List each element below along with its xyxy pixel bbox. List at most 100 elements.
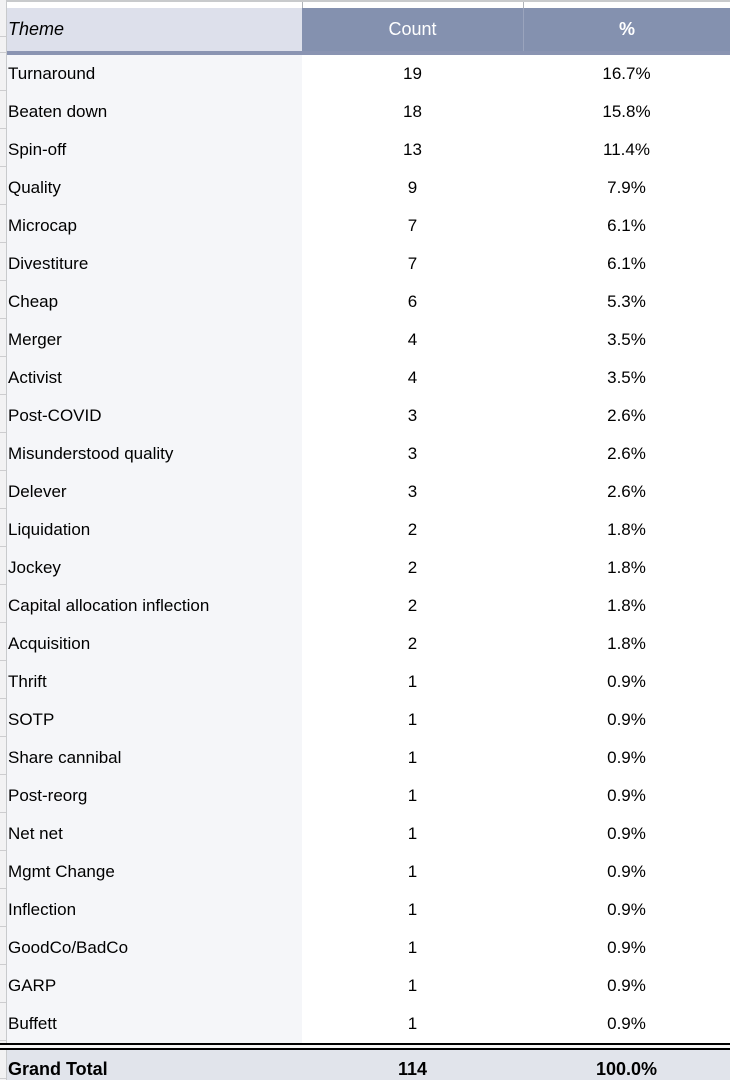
theme-cell[interactable]: Spin-off: [0, 131, 302, 169]
percent-cell[interactable]: 0.9%: [523, 929, 730, 967]
theme-cell[interactable]: Post-reorg: [0, 777, 302, 815]
theme-cell[interactable]: GoodCo/BadCo: [0, 929, 302, 967]
theme-cell[interactable]: Divestiture: [0, 245, 302, 283]
percent-cell[interactable]: 0.9%: [523, 1005, 730, 1043]
count-cell[interactable]: 1: [302, 815, 523, 853]
count-cell[interactable]: 1: [302, 967, 523, 1005]
theme-cell[interactable]: Capital allocation inflection: [0, 587, 302, 625]
theme-cell[interactable]: Mgmt Change: [0, 853, 302, 891]
percent-cell[interactable]: 15.8%: [523, 93, 730, 131]
table-row: Share cannibal 1 0.9%: [0, 739, 730, 777]
table-row: Microcap 7 6.1%: [0, 207, 730, 245]
count-cell[interactable]: 3: [302, 473, 523, 511]
grand-total-count-cell[interactable]: 114: [397, 1058, 428, 1079]
count-cell[interactable]: 7: [302, 245, 523, 283]
percent-cell[interactable]: 0.9%: [523, 891, 730, 929]
count-cell[interactable]: 3: [302, 435, 523, 473]
count-cell[interactable]: 2: [302, 549, 523, 587]
theme-cell[interactable]: Turnaround: [0, 55, 302, 93]
count-cell[interactable]: 1: [302, 891, 523, 929]
theme-cell[interactable]: Cheap: [0, 283, 302, 321]
percent-cell[interactable]: 3.5%: [523, 321, 730, 359]
theme-cell[interactable]: Misunderstood quality: [0, 435, 302, 473]
percent-cell[interactable]: 2.6%: [523, 473, 730, 511]
percent-cell[interactable]: 0.9%: [523, 701, 730, 739]
count-cell[interactable]: 9: [302, 169, 523, 207]
count-cell[interactable]: 1: [302, 929, 523, 967]
percent-cell[interactable]: 0.9%: [523, 815, 730, 853]
count-cell[interactable]: 2: [302, 587, 523, 625]
theme-cell[interactable]: Acquisition: [0, 625, 302, 663]
count-cell[interactable]: 1: [302, 777, 523, 815]
table-row: Mgmt Change 1 0.9%: [0, 853, 730, 891]
theme-cell[interactable]: SOTP: [0, 701, 302, 739]
table-row: Merger 4 3.5%: [0, 321, 730, 359]
count-cell[interactable]: 2: [302, 625, 523, 663]
table-row: Jockey 2 1.8%: [0, 549, 730, 587]
table-row: Capital allocation inflection 2 1.8%: [0, 587, 730, 625]
partial-row-above-header: [0, 0, 730, 8]
count-cell[interactable]: 1: [302, 1005, 523, 1043]
percent-cell[interactable]: 5.3%: [523, 283, 730, 321]
grand-total-row: Grand Total 114 100.0%: [0, 1050, 730, 1080]
grand-total-separator: [0, 1043, 730, 1050]
theme-cell[interactable]: Microcap: [0, 207, 302, 245]
count-cell[interactable]: 1: [302, 701, 523, 739]
percent-cell[interactable]: 0.9%: [523, 967, 730, 1005]
theme-cell[interactable]: Quality: [0, 169, 302, 207]
grand-total-percent-cell[interactable]: 100.0%: [595, 1058, 658, 1079]
percent-cell[interactable]: 6.1%: [523, 245, 730, 283]
table-row: GoodCo/BadCo 1 0.9%: [0, 929, 730, 967]
count-cell[interactable]: 4: [302, 321, 523, 359]
percent-cell[interactable]: 1.8%: [523, 625, 730, 663]
percent-cell[interactable]: 11.4%: [523, 131, 730, 169]
theme-cell[interactable]: Thrift: [0, 663, 302, 701]
table-row: Divestiture 7 6.1%: [0, 245, 730, 283]
count-cell[interactable]: 3: [302, 397, 523, 435]
theme-cell[interactable]: Jockey: [0, 549, 302, 587]
percent-cell[interactable]: 16.7%: [523, 55, 730, 93]
count-cell[interactable]: 1: [302, 663, 523, 701]
percent-cell[interactable]: 1.8%: [523, 511, 730, 549]
theme-cell[interactable]: GARP: [0, 967, 302, 1005]
count-cell[interactable]: 19: [302, 55, 523, 93]
count-cell[interactable]: 1: [302, 739, 523, 777]
percent-cell[interactable]: 7.9%: [523, 169, 730, 207]
theme-cell[interactable]: Share cannibal: [0, 739, 302, 777]
theme-cell[interactable]: Buffett: [0, 1005, 302, 1043]
count-cell[interactable]: 4: [302, 359, 523, 397]
percent-cell[interactable]: 2.6%: [523, 397, 730, 435]
percent-cell[interactable]: 0.9%: [523, 853, 730, 891]
grand-total-label-cell[interactable]: Grand Total: [8, 1058, 108, 1079]
percent-cell[interactable]: 6.1%: [523, 207, 730, 245]
count-cell[interactable]: 7: [302, 207, 523, 245]
column-header-theme[interactable]: Theme: [0, 8, 302, 51]
theme-cell[interactable]: Liquidation: [0, 511, 302, 549]
column-header-count[interactable]: Count: [302, 8, 523, 51]
percent-cell[interactable]: 0.9%: [523, 739, 730, 777]
theme-cell[interactable]: Net net: [0, 815, 302, 853]
percent-cell[interactable]: 3.5%: [523, 359, 730, 397]
count-cell[interactable]: 13: [302, 131, 523, 169]
count-cell[interactable]: 2: [302, 511, 523, 549]
column-header-percent[interactable]: %: [523, 8, 730, 51]
table-row: Delever 3 2.6%: [0, 473, 730, 511]
theme-cell[interactable]: Activist: [0, 359, 302, 397]
percent-cell[interactable]: 0.9%: [523, 663, 730, 701]
table-row: Quality 9 7.9%: [0, 169, 730, 207]
percent-cell[interactable]: 1.8%: [523, 549, 730, 587]
gridline-stub: [523, 2, 524, 8]
theme-cell[interactable]: Beaten down: [0, 93, 302, 131]
count-cell[interactable]: 6: [302, 283, 523, 321]
percent-cell[interactable]: 1.8%: [523, 587, 730, 625]
table-row: Inflection 1 0.9%: [0, 891, 730, 929]
theme-cell[interactable]: Inflection: [0, 891, 302, 929]
theme-cell[interactable]: Merger: [0, 321, 302, 359]
table-row: Net net 1 0.9%: [0, 815, 730, 853]
count-cell[interactable]: 1: [302, 853, 523, 891]
theme-cell[interactable]: Post-COVID: [0, 397, 302, 435]
percent-cell[interactable]: 2.6%: [523, 435, 730, 473]
percent-cell[interactable]: 0.9%: [523, 777, 730, 815]
count-cell[interactable]: 18: [302, 93, 523, 131]
theme-cell[interactable]: Delever: [0, 473, 302, 511]
